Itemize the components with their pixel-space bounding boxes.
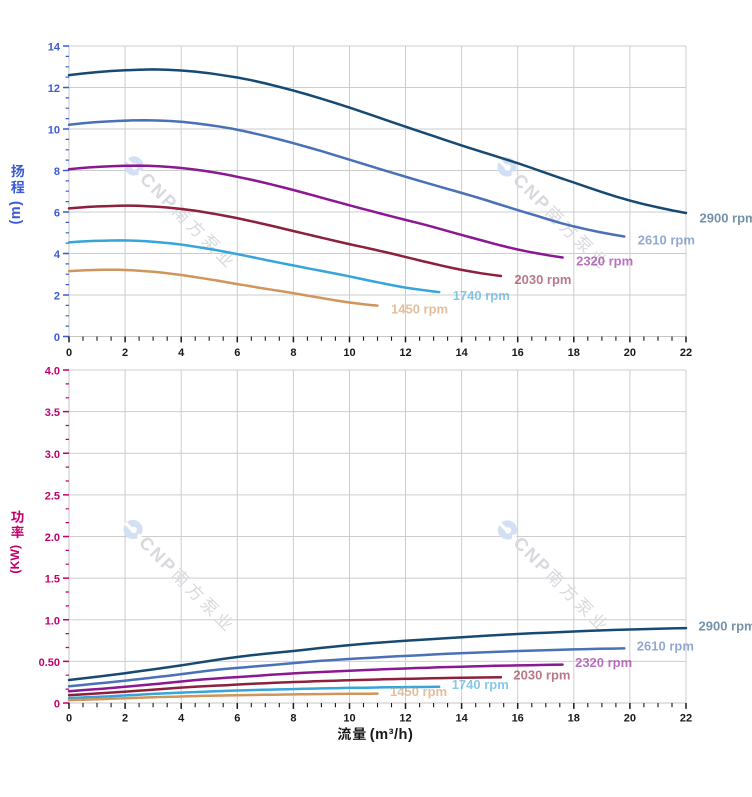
svg-text:1740 rpm: 1740 rpm <box>452 677 509 692</box>
svg-text:1450 rpm: 1450 rpm <box>390 684 447 699</box>
svg-text:2320 rpm: 2320 rpm <box>576 254 633 269</box>
svg-text:12: 12 <box>48 83 60 95</box>
svg-text:(m): (m) <box>8 200 24 224</box>
svg-text:10: 10 <box>343 713 355 725</box>
svg-text:8: 8 <box>290 713 296 725</box>
svg-text:22: 22 <box>680 713 692 725</box>
svg-text:6: 6 <box>234 347 240 359</box>
svg-text:8: 8 <box>290 347 296 359</box>
svg-text:6: 6 <box>54 208 60 220</box>
svg-text:1.5: 1.5 <box>45 574 60 586</box>
svg-text:12: 12 <box>399 713 411 725</box>
svg-text:4: 4 <box>178 713 185 725</box>
svg-text:18: 18 <box>568 347 580 359</box>
svg-text:1.0: 1.0 <box>45 615 60 627</box>
svg-text:2610 rpm: 2610 rpm <box>637 639 694 654</box>
svg-text:16: 16 <box>512 347 524 359</box>
svg-text:2030 rpm: 2030 rpm <box>513 668 570 683</box>
svg-text:16: 16 <box>512 713 524 725</box>
svg-text:2: 2 <box>122 347 128 359</box>
svg-text:2.0: 2.0 <box>45 532 60 544</box>
svg-text:2900 rpm: 2900 rpm <box>700 211 752 226</box>
svg-text:0.50: 0.50 <box>39 657 60 669</box>
svg-text:14: 14 <box>455 347 468 359</box>
svg-text:1450 rpm: 1450 rpm <box>391 302 448 317</box>
svg-text:2610 rpm: 2610 rpm <box>638 233 695 248</box>
svg-text:20: 20 <box>624 713 636 725</box>
svg-text:4: 4 <box>54 249 61 261</box>
svg-text:2: 2 <box>54 291 60 303</box>
svg-text:8: 8 <box>54 166 60 178</box>
svg-text:0: 0 <box>66 713 72 725</box>
svg-text:22: 22 <box>680 347 692 359</box>
svg-text:12: 12 <box>399 347 411 359</box>
svg-text:1740 rpm: 1740 rpm <box>453 288 510 303</box>
svg-text:(m³/h): (m³/h) <box>370 727 414 743</box>
svg-text:6: 6 <box>234 713 240 725</box>
svg-text:2900 rpm: 2900 rpm <box>699 618 752 633</box>
svg-text:3.5: 3.5 <box>45 407 60 419</box>
svg-text:0: 0 <box>54 332 60 344</box>
svg-text:14: 14 <box>48 42 61 54</box>
svg-text:2030 rpm: 2030 rpm <box>514 272 571 287</box>
svg-text:18: 18 <box>568 713 580 725</box>
svg-text:20: 20 <box>624 347 636 359</box>
svg-text:2320 rpm: 2320 rpm <box>575 655 632 670</box>
svg-text:2.5: 2.5 <box>45 491 60 503</box>
svg-text:14: 14 <box>455 713 468 725</box>
svg-text:10: 10 <box>343 347 355 359</box>
svg-text:0: 0 <box>54 699 60 711</box>
svg-text:10: 10 <box>48 125 60 137</box>
svg-text:4.0: 4.0 <box>45 366 60 378</box>
svg-text:3.0: 3.0 <box>45 449 60 461</box>
svg-text:2: 2 <box>122 713 128 725</box>
svg-text:4: 4 <box>178 347 185 359</box>
svg-text:0: 0 <box>66 347 72 359</box>
svg-text:(KW): (KW) <box>8 545 22 574</box>
